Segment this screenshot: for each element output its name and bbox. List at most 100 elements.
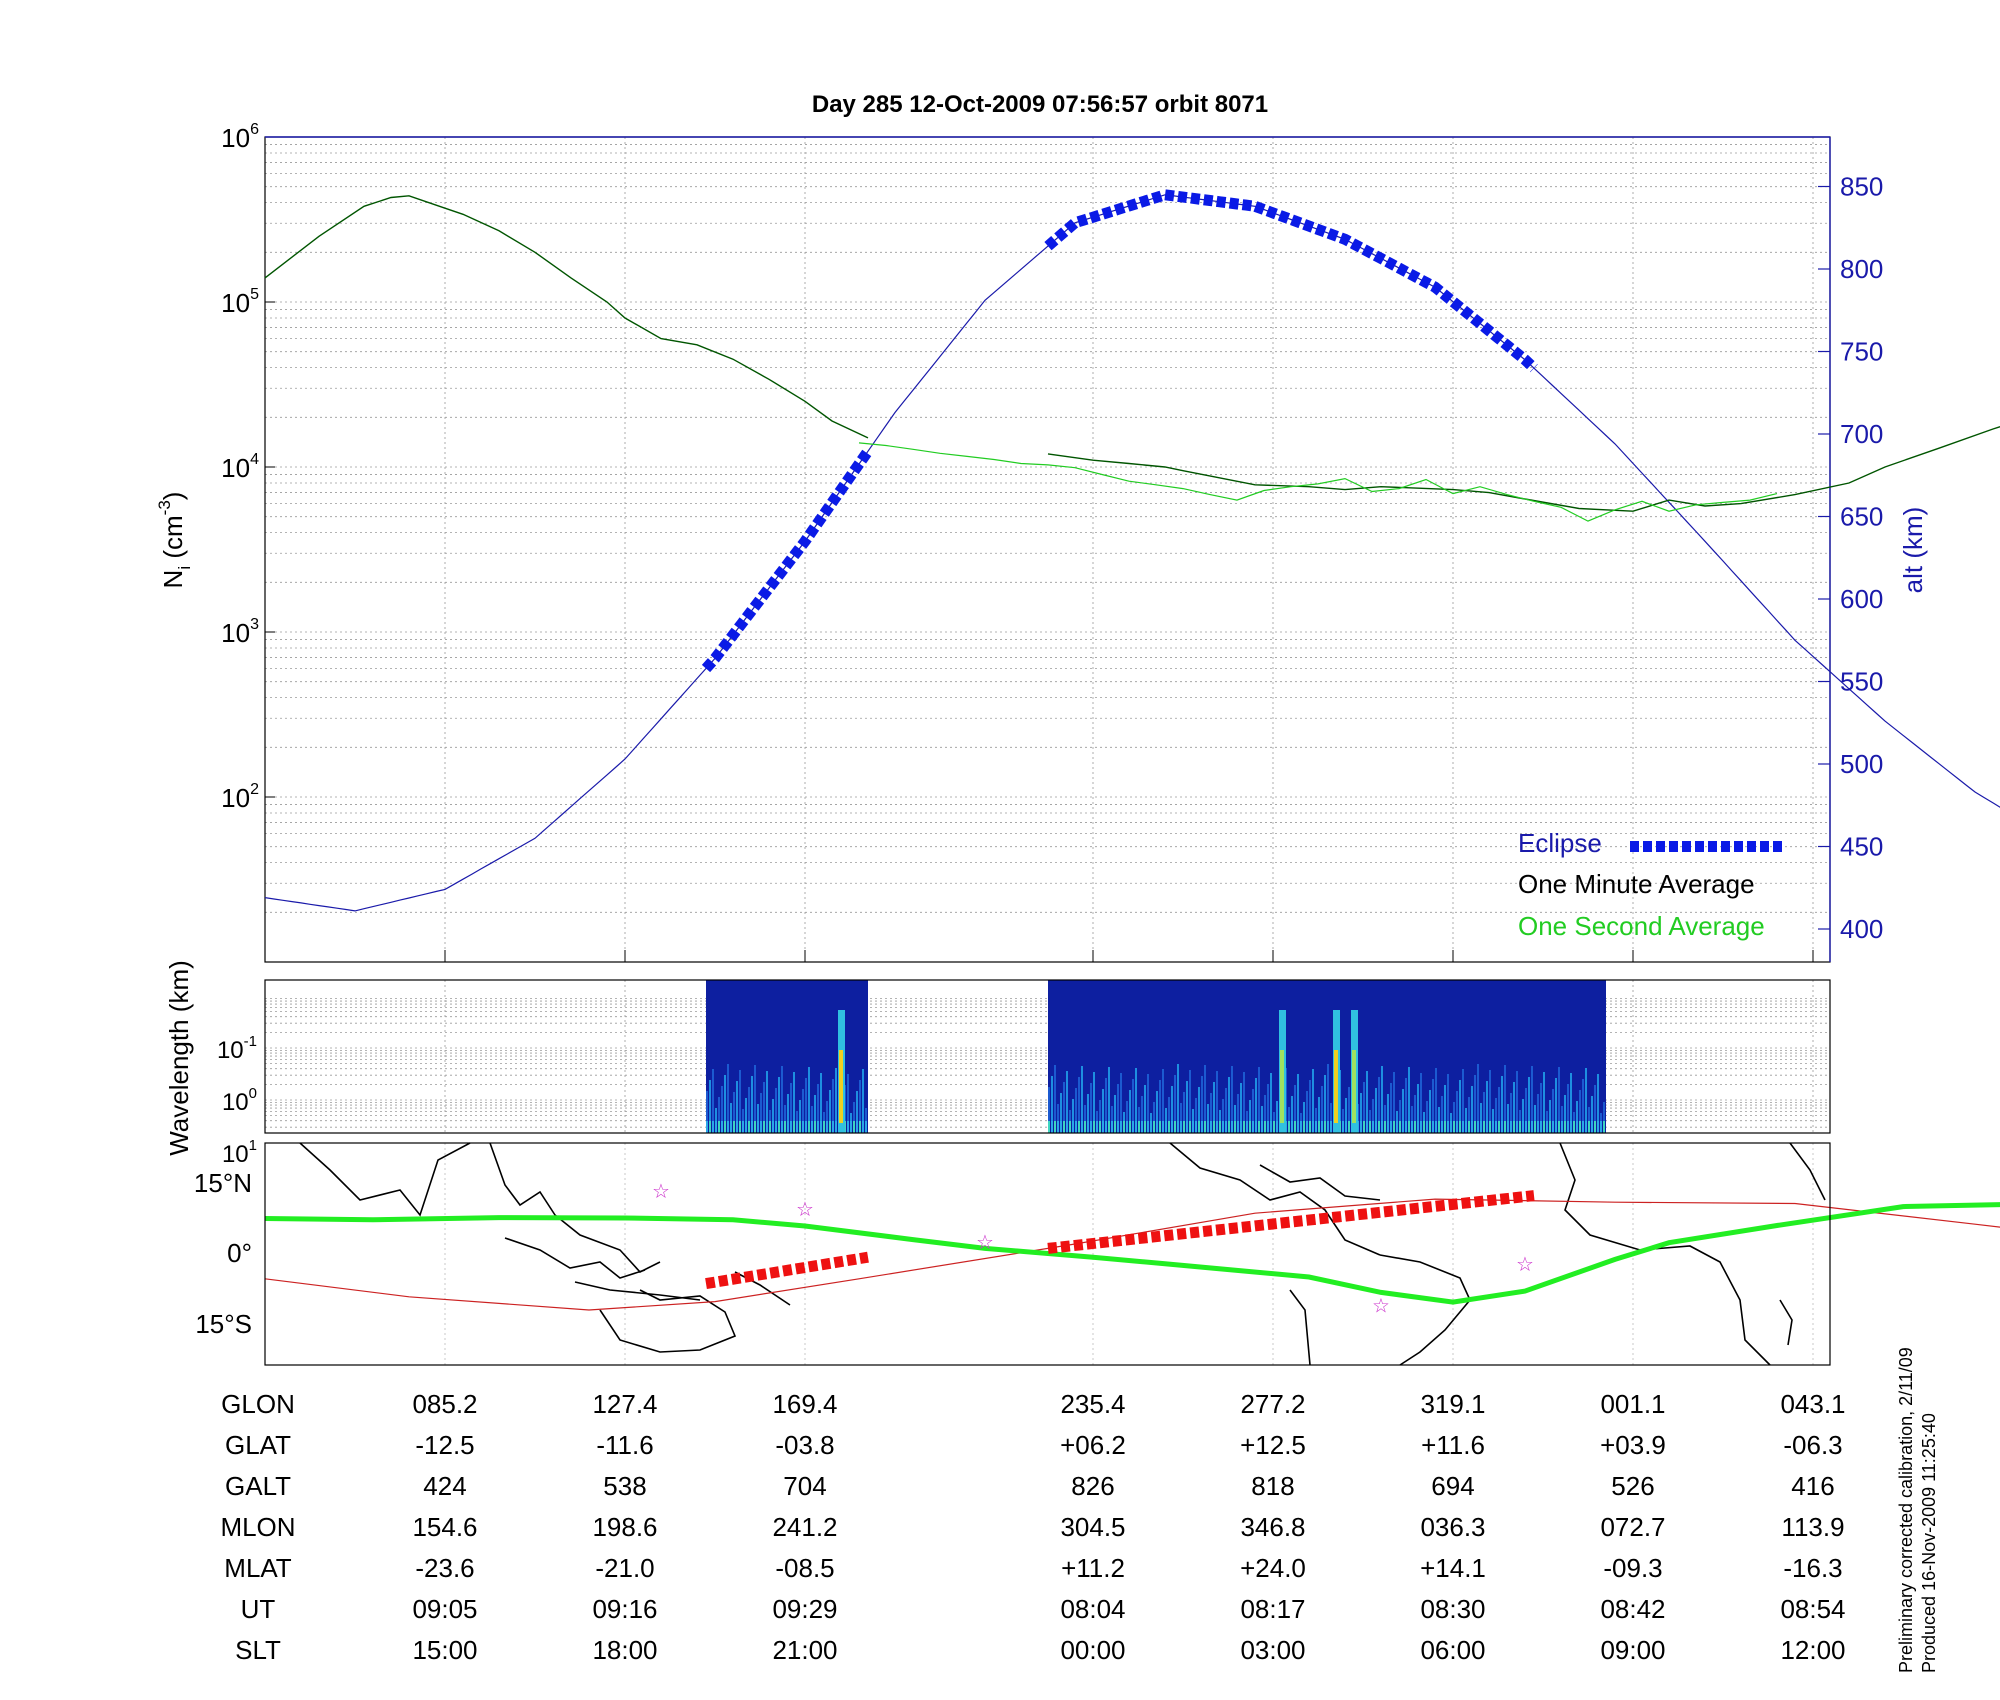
spectrogram-streak — [1552, 1121, 1554, 1133]
spectrogram-streak — [1474, 1075, 1476, 1133]
spectrogram-streak — [1159, 1121, 1161, 1133]
table-cell: -16.3 — [1783, 1553, 1842, 1583]
spectrogram-streak — [1345, 1098, 1347, 1133]
table-cell: 113.9 — [1781, 1512, 1844, 1542]
table-cell: -21.0 — [595, 1553, 654, 1583]
spectrogram-streak — [1273, 1121, 1275, 1133]
spectrogram-streak — [1201, 1121, 1203, 1133]
spectrogram-streak — [1114, 1121, 1116, 1133]
spectrogram-streak — [1486, 1081, 1488, 1133]
spectrogram-streak — [1087, 1094, 1089, 1133]
spectrogram-streak — [1483, 1092, 1485, 1133]
coastline — [299, 1142, 471, 1217]
spectrogram-streak — [1543, 1121, 1545, 1133]
spectrogram-streak — [835, 1068, 837, 1133]
coastline — [599, 1289, 737, 1353]
spectrogram-streak — [1459, 1121, 1461, 1133]
spectrogram-streak — [721, 1086, 723, 1133]
density-axis-label: Ni (cm-3) — [155, 492, 194, 589]
spectrogram-streak — [1180, 1103, 1182, 1133]
spectrogram-streak — [1402, 1089, 1404, 1133]
table-cell: 09:00 — [1600, 1635, 1665, 1665]
spectrogram-streak — [805, 1078, 807, 1133]
spectrogram-streak — [733, 1121, 735, 1133]
spectrogram-streak — [1060, 1121, 1062, 1133]
spectrogram-streak — [1363, 1082, 1365, 1133]
spectrogram-streak — [1573, 1121, 1575, 1133]
spectrogram-streak — [826, 1121, 828, 1133]
spectrogram-streak — [1120, 1073, 1122, 1133]
spectrogram-streak — [763, 1121, 765, 1133]
table-cell: +03.9 — [1600, 1430, 1666, 1460]
spectrogram-streak — [1069, 1121, 1071, 1133]
spectrogram-streak — [1594, 1085, 1596, 1133]
spectrogram-streak — [1093, 1121, 1095, 1133]
spectrogram-streak — [1132, 1121, 1134, 1133]
spectrogram-streak — [1585, 1068, 1587, 1133]
spectrogram-streak — [865, 1108, 867, 1133]
spectrogram-tick-label: 101 — [222, 1137, 257, 1168]
spectrogram-streak — [1183, 1121, 1185, 1133]
spectrogram-streak — [1426, 1121, 1428, 1133]
spectrogram-axis-label: Wavelength (km) — [164, 960, 194, 1156]
one-minute-average-line — [264, 195, 869, 439]
spectrogram-streak — [1555, 1078, 1557, 1133]
spectrogram-streak — [1435, 1121, 1437, 1133]
spectrogram-streak — [1444, 1121, 1446, 1133]
spectrogram-streak — [1147, 1121, 1149, 1133]
spectrogram-streak — [826, 1101, 828, 1133]
spectrogram-streak — [1402, 1121, 1404, 1133]
spectrogram-streak — [808, 1121, 810, 1133]
spectrogram-streak — [1549, 1121, 1551, 1133]
table-cell: 12:00 — [1780, 1635, 1845, 1665]
table-cell: 06:00 — [1420, 1635, 1485, 1665]
table-cell: -12.5 — [415, 1430, 474, 1460]
spectrogram-streak — [853, 1121, 855, 1133]
y-tick-label: 105 — [221, 286, 259, 318]
spectrogram-streak — [1366, 1121, 1368, 1133]
spectrogram-streak — [1519, 1121, 1521, 1133]
spectrogram-streak — [1528, 1121, 1530, 1133]
spectrogram-streak — [1258, 1067, 1260, 1133]
map-lat-label: 15°S — [195, 1309, 252, 1339]
y-tick-label: 106 — [221, 121, 259, 153]
spectrogram-streak — [748, 1087, 750, 1133]
spectrogram-streak — [811, 1121, 813, 1133]
spectrogram-streak — [1219, 1121, 1221, 1133]
spectrogram-streak — [790, 1121, 792, 1133]
spectrogram-streak — [757, 1121, 759, 1133]
spectrogram-hotspot — [1352, 1050, 1356, 1123]
spectrogram-streak — [1261, 1106, 1263, 1133]
spectrogram-streak — [769, 1121, 771, 1133]
table-cell: 319.1 — [1420, 1389, 1485, 1419]
spectrogram-streak — [1390, 1083, 1392, 1133]
spectrogram-hotspot — [1334, 1050, 1338, 1123]
table-cell: +24.0 — [1240, 1553, 1306, 1583]
table-cell: 072.7 — [1600, 1512, 1665, 1542]
spectrogram-streak — [1207, 1104, 1209, 1133]
spectrogram-streak — [1306, 1121, 1308, 1133]
spectrogram-streak — [814, 1121, 816, 1133]
spectrogram-streak — [1300, 1121, 1302, 1133]
spectrogram-streak — [1141, 1096, 1143, 1133]
spectrogram-streak — [1591, 1121, 1593, 1133]
spectrogram-streak — [823, 1121, 825, 1133]
table-row-label: SLT — [235, 1635, 281, 1665]
spectrogram-streak — [820, 1121, 822, 1133]
spectrogram-streak — [1234, 1121, 1236, 1133]
spectrogram-streak — [1459, 1080, 1461, 1133]
spectrogram-streak — [1477, 1064, 1479, 1133]
legend-label: Eclipse — [1518, 828, 1602, 858]
spectrogram-streak — [1552, 1089, 1554, 1133]
spectrogram-streak — [781, 1066, 783, 1133]
table-cell: +06.2 — [1060, 1430, 1126, 1460]
spectrogram-streak — [1135, 1068, 1137, 1133]
spectrogram-streak — [1522, 1099, 1524, 1133]
spectrogram-streak — [850, 1121, 852, 1133]
spectrogram-streak — [1585, 1121, 1587, 1133]
spectrogram-streak — [1117, 1121, 1119, 1133]
spectrogram-streak — [712, 1121, 714, 1133]
spectrogram-streak — [1057, 1104, 1059, 1133]
spectrogram-streak — [1345, 1121, 1347, 1133]
